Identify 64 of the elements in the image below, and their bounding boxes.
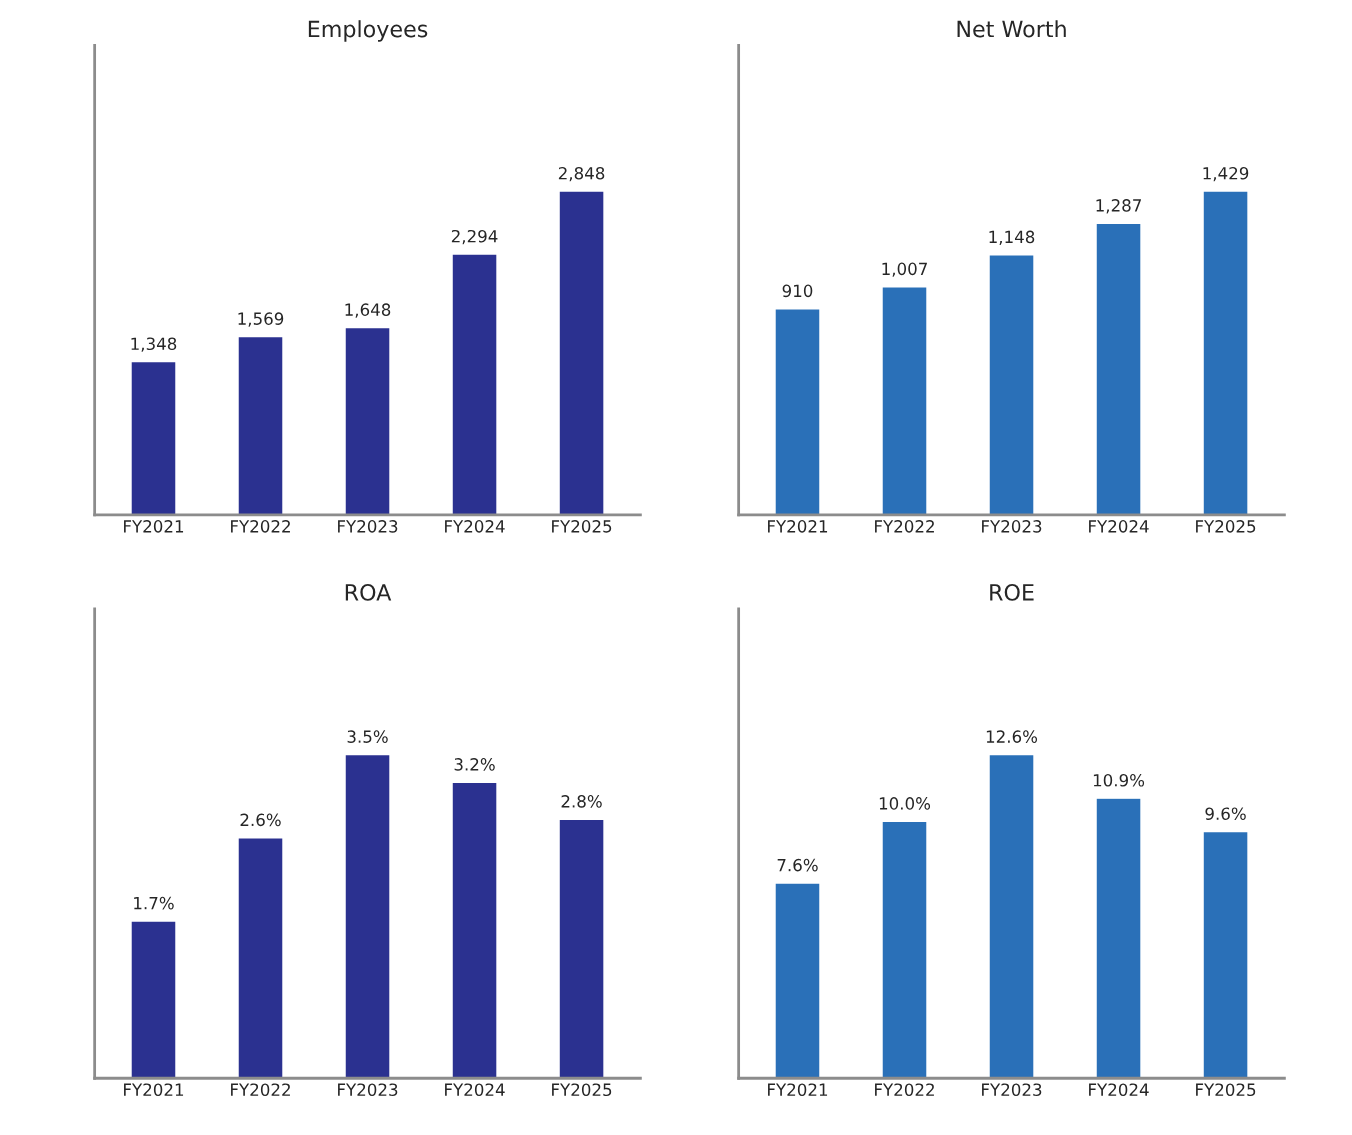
data-label: 2,848: [558, 166, 605, 182]
x-tick-label: FY2024: [445, 520, 505, 533]
x-tick-label: FY2025: [552, 520, 612, 533]
data-label: 10.9%: [1093, 773, 1145, 787]
x-tick-label: FY2022: [231, 520, 290, 533]
bar: [1095, 797, 1142, 1079]
x-tick-label: FY2024: [445, 1083, 505, 1097]
bar: [451, 781, 498, 1079]
x-tick-label: FY2021: [768, 520, 828, 533]
x-tick-label: FY2022: [231, 1083, 290, 1097]
data-label: 1,429: [1203, 166, 1249, 182]
bar: [881, 286, 928, 515]
data-label: 1,348: [131, 337, 177, 352]
bar: [881, 820, 928, 1079]
bar: [558, 190, 605, 515]
data-label: 10.0%: [879, 797, 931, 810]
data-label: 9.6%: [1205, 807, 1246, 820]
bar: [451, 253, 498, 515]
bar: [237, 335, 284, 515]
data-label: 1,569: [238, 312, 284, 327]
x-tick-label: FY2021: [768, 1083, 828, 1097]
bar: [988, 753, 1035, 1079]
x-tick-label: FY2022: [875, 1083, 934, 1097]
chart-title: ROA: [345, 583, 392, 601]
x-tick-label: FY2025: [1196, 1083, 1256, 1097]
bar: [1202, 830, 1249, 1079]
data-label: 2,294: [451, 229, 498, 245]
bar: [988, 254, 1035, 515]
bar: [1202, 190, 1249, 515]
x-tick-label: FY2021: [124, 520, 184, 533]
data-label: 7.6%: [777, 858, 818, 872]
bar: [1095, 222, 1142, 515]
x-tick-label: FY2022: [875, 520, 934, 533]
bar: [130, 920, 177, 1079]
data-label: 2.8%: [561, 795, 602, 808]
data-label: 1,648: [345, 303, 391, 318]
bar: [344, 326, 391, 515]
data-label: 12.6%: [986, 730, 1038, 743]
data-label: 1,007: [882, 262, 927, 277]
x-tick-label: FY2023: [338, 520, 398, 533]
x-tick-label: FY2023: [982, 1083, 1042, 1097]
data-label: 1.7%: [134, 896, 174, 910]
data-label: 3.5%: [347, 730, 388, 743]
data-label: 1,287: [1096, 199, 1141, 214]
data-label: 1,148: [989, 230, 1035, 245]
bar: [774, 882, 821, 1079]
data-label: 910: [782, 284, 813, 298]
bar: [774, 307, 821, 515]
x-tick-label: FY2025: [552, 1083, 612, 1097]
data-label: 3.2%: [454, 758, 495, 771]
x-tick-label: FY2024: [1089, 520, 1149, 533]
chart-title: Employees: [308, 20, 428, 42]
bar: [130, 360, 177, 515]
x-tick-label: FY2023: [338, 1083, 398, 1097]
chart-title: ROE: [990, 583, 1034, 601]
bar: [344, 753, 391, 1079]
chart-title: Net Worth: [957, 20, 1066, 38]
x-tick-label: FY2023: [982, 520, 1042, 533]
bar: [558, 818, 605, 1079]
x-tick-label: FY2024: [1089, 1083, 1149, 1097]
x-tick-label: FY2021: [124, 1083, 184, 1097]
x-tick-label: FY2025: [1196, 520, 1256, 533]
data-label: 2.6%: [240, 813, 281, 827]
bar: [237, 837, 284, 1079]
